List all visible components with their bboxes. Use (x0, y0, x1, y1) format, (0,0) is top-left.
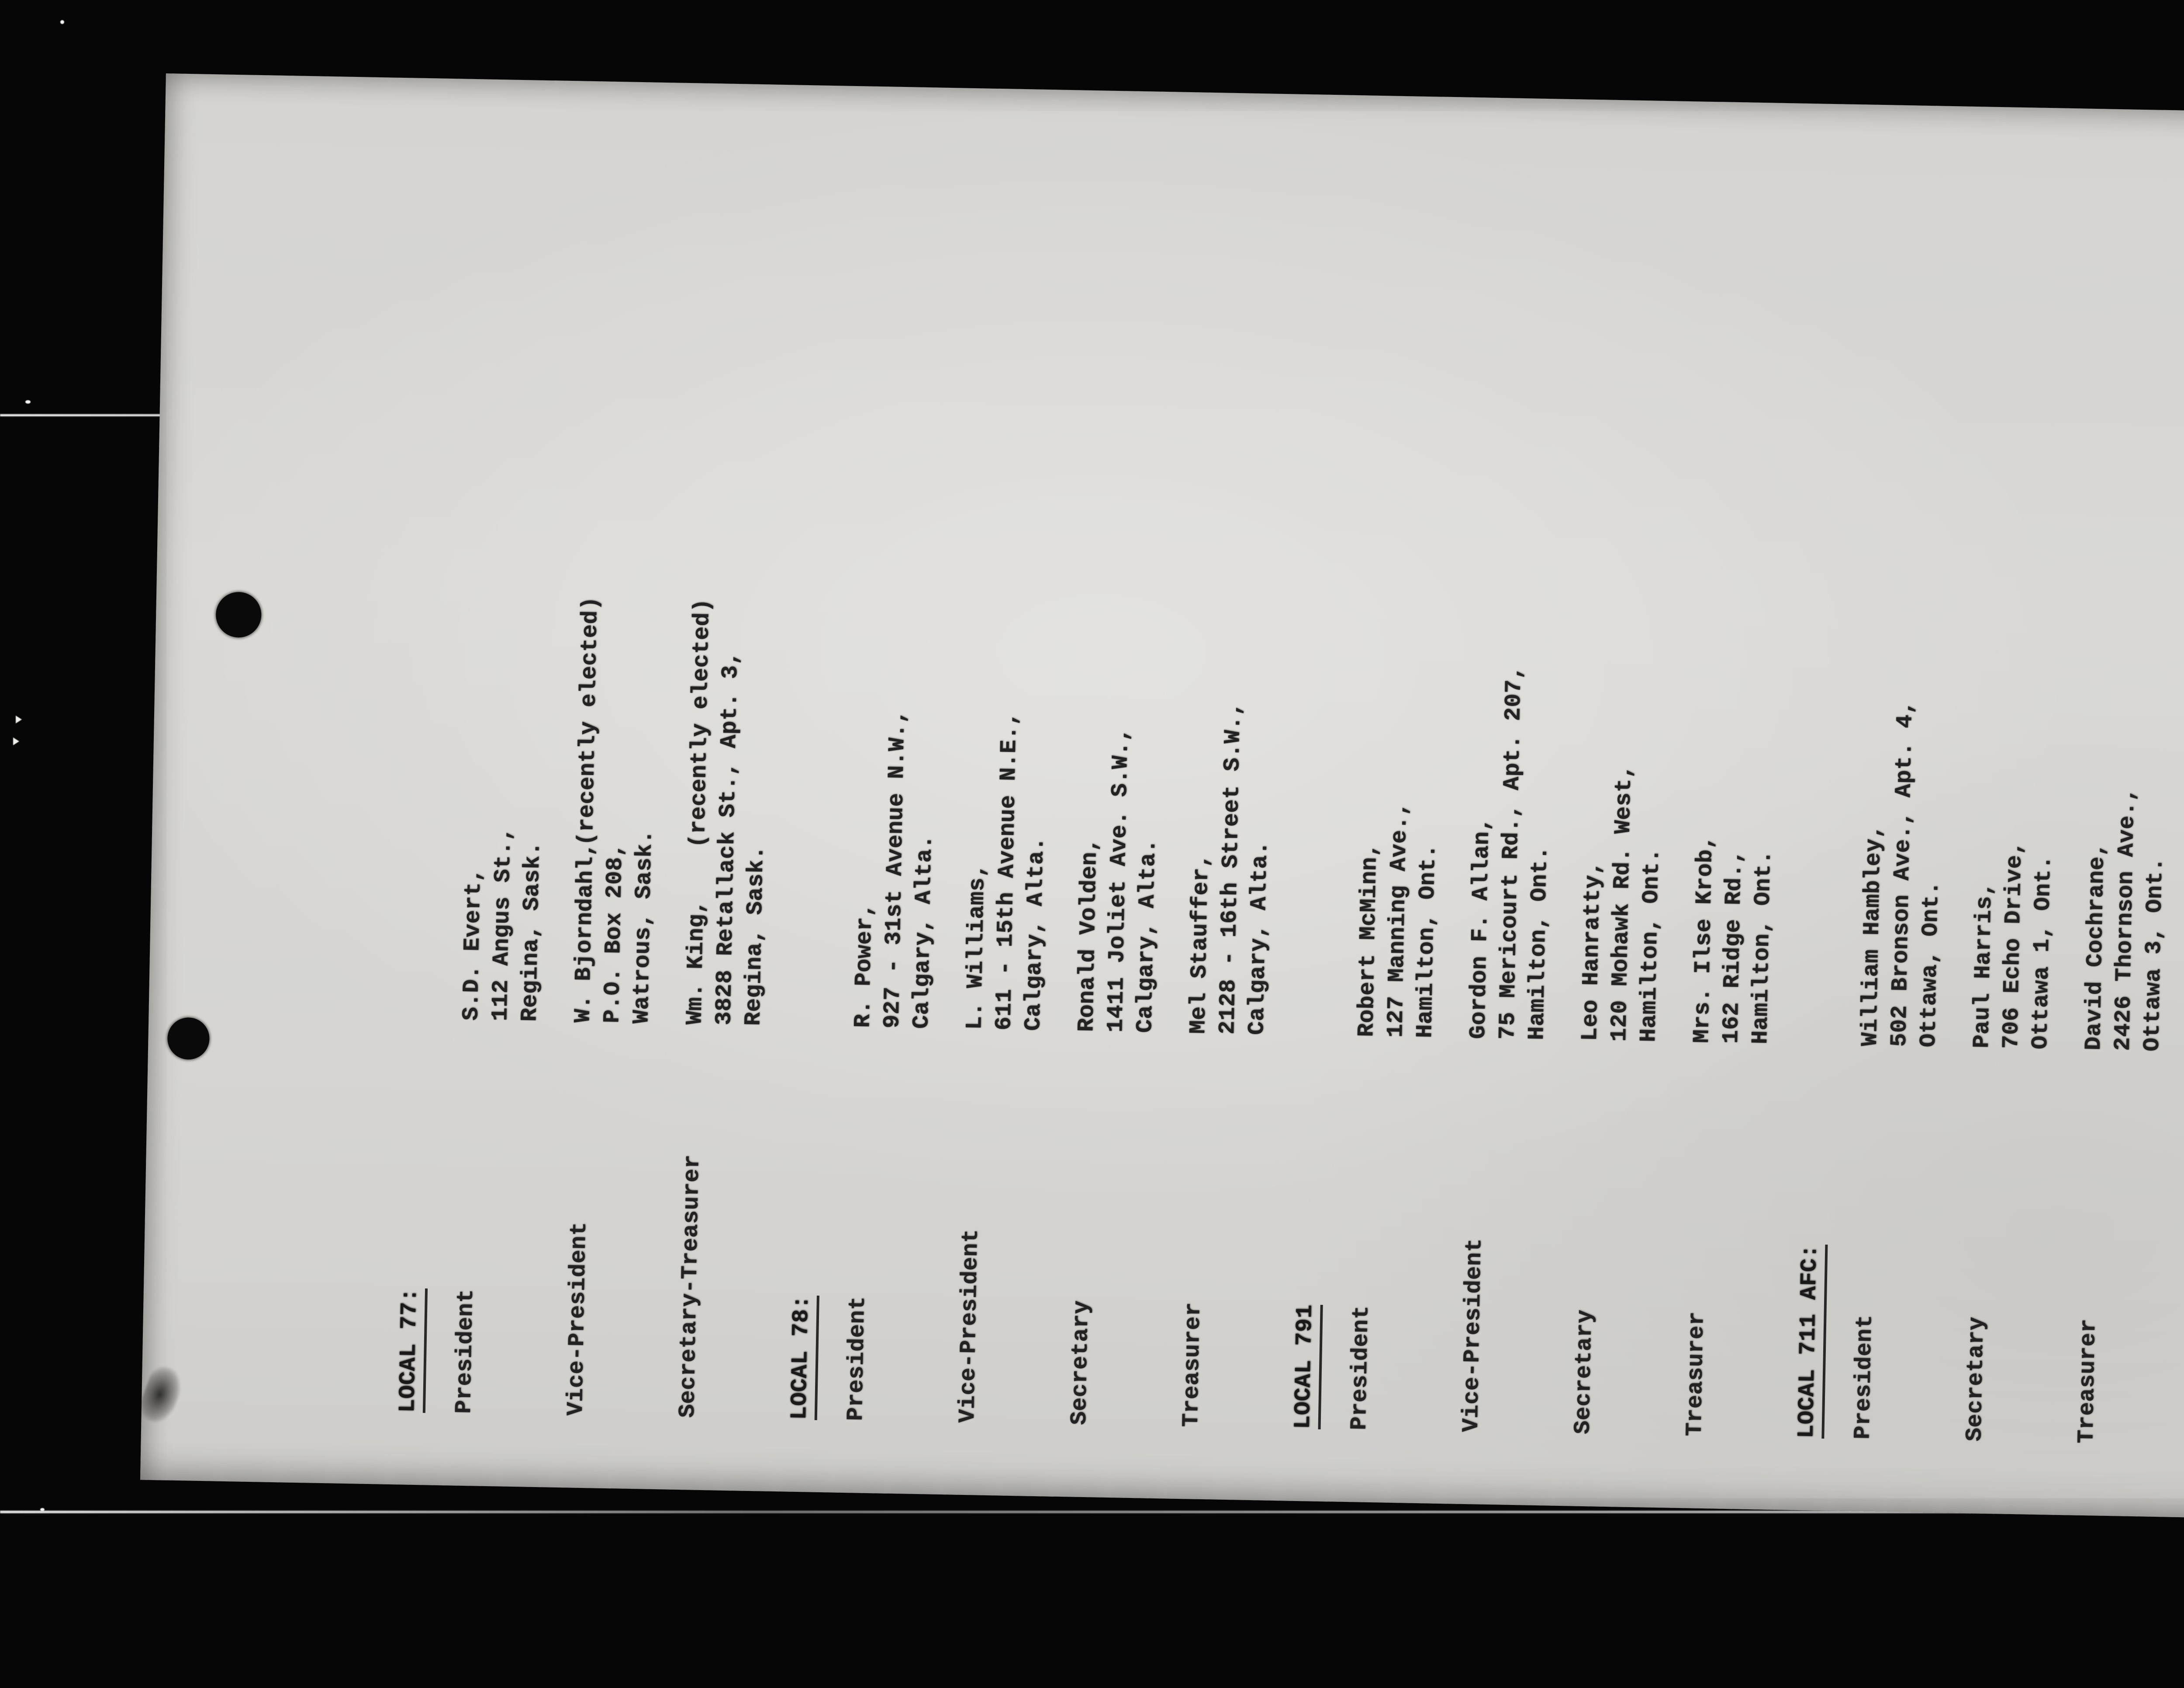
address-line: Calgary, Alta. (1244, 841, 1274, 1035)
address-line: Watrous, Sask. (629, 829, 658, 1024)
officer-role-label: Vice-President (1458, 1238, 1488, 1432)
officer-entry: Vice-President L. Williams, 611 - 15th Ave… (954, 88, 1067, 1496)
officer-role-label: Treasurer (2073, 1318, 2102, 1444)
address-line: 112 Angus St., (487, 827, 517, 1021)
officer-role-label: Vice-President (954, 1228, 984, 1423)
officer-entry: President S.D. Evert, 112 Angus St., Regina… (450, 79, 563, 1487)
officer-role-label: Treasurer (1682, 1311, 1710, 1437)
officer-entry: Secretary Leo Hanratty, 120 Mohawk Rd. Wes… (1569, 100, 1682, 1508)
section-heading: LOCAL 711 AFC: (1794, 1244, 1828, 1439)
officer-role-label: President (843, 1296, 871, 1421)
officer-entry: President William Hambley, 502 Bronson Ave… (1849, 105, 1962, 1513)
officer-entry: Treasurer Mel Stauffer, 2128 - 16th Street… (1177, 92, 1291, 1500)
officer-role-label: Treasurer (1178, 1302, 1206, 1428)
officer-name: W. Bjorndahl, (570, 842, 599, 1023)
officer-name: Paul Harris, (1969, 882, 1998, 1049)
local-section: LOCAL 78: President R. Power, 927 - 31st Av… (785, 85, 1291, 1501)
officer-entry: Treasurer David Cochrane, 2426 Thornson Av… (2072, 109, 2184, 1517)
local-section: LOCAL 711 AFC: President William Hambley, 5… (1792, 104, 2184, 1517)
officer-role-label: Secretary-Treasurer (674, 1154, 705, 1418)
film-speck (16, 716, 22, 723)
officer-name: David Cochrane, (2080, 842, 2111, 1051)
officer-name: S.D. Evert, (458, 868, 487, 1021)
film-speck (40, 1508, 45, 1511)
officer-name: Mrs. Ilse Krob, (1689, 835, 1719, 1044)
officer-name: R. Power, (850, 903, 878, 1028)
address-line: Regina, Sask. (740, 845, 770, 1026)
film-speck (13, 737, 19, 745)
officer-role-label: Vice-President (563, 1221, 592, 1416)
section-heading: LOCAL 78: (786, 1295, 819, 1420)
officer-entry: Secretary Ronald Volden, 1411 Joliet Ave. … (1065, 90, 1179, 1498)
officer-name: Mel Stauffer, (1185, 854, 1215, 1034)
officer-entry: Treasurer Mrs. Ilse Krob, 162 Ridge Rd., Ha… (1680, 102, 1794, 1510)
address-line: Hamilton, Ont. (1524, 846, 1554, 1041)
address-line: 2426 Thornson Ave., (2110, 787, 2141, 1052)
officer-entry: President R. Power, 927 - 31st Avenue N.W.… (842, 86, 955, 1494)
address-line: 120 Mohawk Rd. West, (1606, 764, 1638, 1042)
officer-name: Leo Hanratty, (1577, 861, 1607, 1041)
document-content: LOCAL 77: President S.D. Evert, 112 Angus S… (140, 73, 2184, 1521)
local-section: LOCAL 77: President S.D. Evert, 112 Angus S… (394, 78, 787, 1491)
officer-name: L. Williams, (962, 863, 991, 1030)
officer-name: Wm. King, (682, 899, 710, 1025)
officer-name: Gordon F. Allan, (1465, 817, 1496, 1039)
address-line: Calgary, Alta. (1020, 837, 1050, 1031)
officer-role-label: President (451, 1289, 480, 1414)
officer-role-label: Secretary (1570, 1309, 1598, 1435)
address-line: 127 Manning Ave., (1382, 802, 1413, 1038)
officer-role-label: President (1346, 1305, 1375, 1431)
address-line: Hamilton, Ont. (1635, 848, 1665, 1043)
address-line: Hamilton, Ont. (1747, 850, 1777, 1045)
section-heading: LOCAL 77: (394, 1287, 428, 1413)
officer-entry: President Robert McMinn, 127 Manning Ave.,… (1345, 96, 1458, 1504)
officer-name: Ronald Volden, (1074, 837, 1103, 1032)
recently-elected-note: (recently elected) (685, 598, 716, 848)
address-line: 927 - 31st Avenue N.W., (879, 709, 911, 1029)
officer-role-label: Secretary (1962, 1316, 1990, 1442)
address-line: 162 Ridge Rd., (1718, 849, 1748, 1044)
recently-elected-note: (recently elected) (573, 596, 604, 846)
document-page: LOCAL 77: President S.D. Evert, 112 Angus S… (136, 73, 2184, 1522)
address-line: Ottawa 3, Ont. (2139, 857, 2169, 1052)
local-section: LOCAL 791 President Robert McMinn, 127 Mann… (1289, 94, 1794, 1510)
film-speck (60, 20, 64, 24)
address-line: Calgary, Alta. (1132, 839, 1162, 1033)
address-line: Calgary, Alta. (909, 834, 938, 1029)
address-line: 1411 Joliet Ave. S.W., (1103, 727, 1134, 1033)
officer-entry: Vice-President Gordon F. Allan, 75 Mericou… (1457, 97, 1570, 1505)
address-line: 611 - 15th Avenue N.E., (991, 711, 1023, 1031)
film-speck (25, 400, 31, 404)
officer-entry: Vice-President W. Bjorndahl, (recently ele… (562, 81, 675, 1489)
officer-entry: Secretary-Treasurer Wm. King, (recently el… (674, 83, 787, 1491)
officer-role-label: President (1850, 1314, 1878, 1440)
film-scratch-line-bottom (0, 1511, 2184, 1513)
address-line: Ottawa, Ont. (1915, 881, 1945, 1048)
heading-row: LOCAL 77: (394, 78, 449, 1485)
heading-row: LOCAL 78: (785, 85, 840, 1492)
officer-entry: Secretary Paul Harris, 706 Echo Drive, Otta… (1960, 107, 2074, 1515)
address-line: 706 Echo Drive, (1998, 841, 2028, 1049)
heading-row: LOCAL 791 (1289, 94, 1344, 1501)
officer-role-label: Secretary (1066, 1300, 1095, 1425)
address-line: 2128 - 16th Street S.W., (1215, 702, 1247, 1035)
address-line: Ottawa 1, Ont. (2027, 855, 2057, 1050)
address-line: Regina, Sask. (517, 841, 546, 1022)
address-line: P.O. Box 208, (599, 843, 629, 1024)
section-heading: LOCAL 791 (1290, 1304, 1323, 1429)
officer-name: Robert McMinn, (1353, 843, 1383, 1038)
address-line: Hamilton, Ont. (1412, 844, 1442, 1038)
officer-name: William Hambley, (1857, 824, 1887, 1047)
heading-row: LOCAL 711 AFC: (1792, 104, 1847, 1511)
